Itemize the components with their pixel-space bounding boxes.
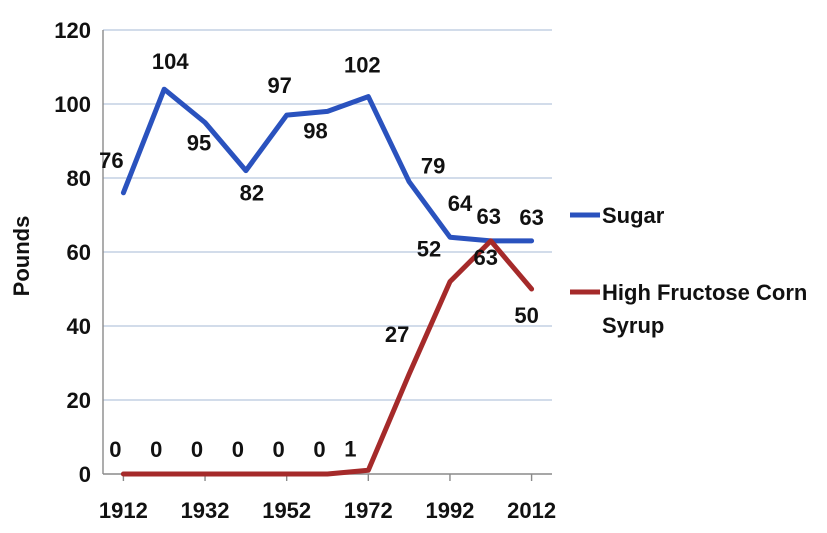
data-label: 63 — [474, 245, 498, 270]
data-label: 63 — [477, 204, 501, 229]
data-label: 104 — [152, 49, 189, 74]
data-label: 52 — [417, 237, 441, 262]
data-label: 97 — [267, 73, 291, 98]
y-tick-label: 40 — [67, 314, 91, 339]
y-axis-ticks: 0 20 40 60 80 100 120 — [54, 18, 91, 487]
x-axis-ticks: 1912 1932 1952 1972 1992 2012 — [99, 474, 556, 523]
gridlines — [103, 29, 552, 401]
data-label: 63 — [519, 205, 543, 230]
x-tick-label: 1912 — [99, 498, 148, 523]
legend-label-sugar: Sugar — [602, 203, 665, 228]
y-tick-label: 20 — [67, 388, 91, 413]
data-label: 50 — [514, 303, 538, 328]
data-label: 0 — [150, 437, 162, 462]
data-label: 82 — [240, 181, 264, 206]
x-tick-label: 1992 — [425, 498, 474, 523]
data-label: 64 — [448, 191, 473, 216]
data-label: 95 — [187, 131, 211, 156]
y-axis-label: Pounds — [9, 216, 34, 297]
data-label: 0 — [273, 437, 285, 462]
legend: Sugar High Fructose Corn Syrup — [570, 203, 807, 338]
x-tick-label: 2012 — [507, 498, 556, 523]
legend-label-hfcs: High Fructose Corn Syrup — [602, 280, 807, 338]
x-tick-label: 1972 — [344, 498, 393, 523]
data-label: 27 — [385, 322, 409, 347]
data-label: 1 — [344, 436, 356, 461]
y-tick-label: 0 — [79, 462, 91, 487]
data-label: 76 — [99, 148, 123, 173]
y-tick-label: 120 — [54, 18, 91, 43]
data-label: 98 — [303, 118, 327, 143]
data-label: 102 — [344, 53, 381, 78]
data-label: 0 — [191, 437, 203, 462]
x-tick-label: 1952 — [262, 498, 311, 523]
data-label: 0 — [313, 437, 325, 462]
data-label: 79 — [421, 154, 445, 179]
series — [120, 86, 535, 477]
series-line-hfcs — [120, 238, 535, 477]
y-tick-label: 60 — [67, 240, 91, 265]
data-label: 0 — [109, 437, 121, 462]
series-line-sugar — [120, 86, 535, 244]
y-tick-label: 80 — [67, 166, 91, 191]
data-label: 0 — [232, 437, 244, 462]
y-tick-label: 100 — [54, 92, 91, 117]
x-tick-label: 1932 — [181, 498, 230, 523]
